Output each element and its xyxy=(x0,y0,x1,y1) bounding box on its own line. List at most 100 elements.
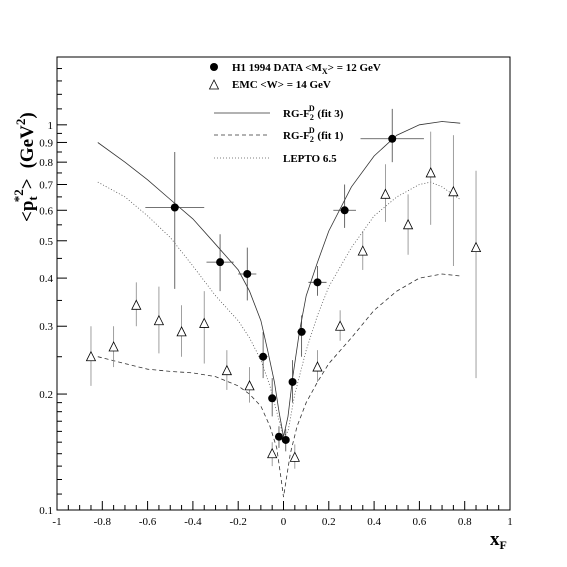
legend-text-part: > = 12 GeV xyxy=(328,62,381,74)
curve-dotted xyxy=(97,181,461,438)
x-axis-title-main: x xyxy=(490,529,500,550)
emc-point xyxy=(334,320,346,331)
emc-point xyxy=(357,245,368,256)
h1-point xyxy=(388,134,397,143)
y-tick-label: 0.2 xyxy=(39,389,53,401)
y-axis-title: <pt*2> (GeV2) xyxy=(11,112,40,222)
emc-point xyxy=(402,218,414,230)
legend-label-emc: EMC <W> = 14 GeV xyxy=(232,79,331,91)
emc-point xyxy=(448,185,459,197)
y-tick-label: 0.9 xyxy=(39,137,53,149)
h1-point xyxy=(313,278,322,287)
x-tick-text: -0.4 xyxy=(184,516,202,528)
legend-text-sub: 2 xyxy=(310,135,314,144)
y-axis-title-part: (GeV xyxy=(17,125,38,169)
y-tick-text: 0.7 xyxy=(39,179,53,191)
x-tick-label: 0.2 xyxy=(322,516,336,528)
legend-text-part: EMC <W> = 14 GeV xyxy=(232,79,331,91)
legend-label-lepto: LEPTO 6.5 xyxy=(283,153,337,165)
y-tick-label: 1 xyxy=(48,120,54,132)
x-tick-label: 0 xyxy=(281,516,287,528)
h1-point xyxy=(274,432,283,441)
legend-marker-emc xyxy=(208,79,220,90)
y-tick-label: 0.6 xyxy=(39,205,53,217)
x-axis-title: xF xyxy=(490,529,507,552)
x-tick-label: -0.4 xyxy=(184,516,202,528)
y-tick-label: 0.5 xyxy=(39,236,53,248)
emc-series xyxy=(85,131,482,469)
h1-point xyxy=(243,269,252,278)
curve-solid xyxy=(97,121,461,437)
x-tick-label: -0.6 xyxy=(139,516,157,528)
legend: H1 1994 DATA <MX> = 12 GeV EMC <W> = 14 G… xyxy=(208,62,381,165)
x-tick-label: 0.4 xyxy=(367,516,381,528)
emc-point xyxy=(380,188,391,199)
x-tick-label: 0.8 xyxy=(458,516,472,528)
h1-point xyxy=(288,377,297,386)
emc-point xyxy=(131,299,142,310)
y-tick-text: 0.4 xyxy=(39,273,53,285)
y-tick-label: 0.1 xyxy=(39,505,53,517)
x-tick-text: 0 xyxy=(281,516,287,528)
y-axis-title-part: ) xyxy=(17,112,38,118)
emc-point xyxy=(221,364,233,376)
legend-text-sub: X xyxy=(322,67,328,76)
emc-point xyxy=(267,447,278,459)
curve-dashed xyxy=(97,273,461,498)
axis-titles: xF<pt*2>(GeV2) xyxy=(11,112,507,552)
legend-label-h1: H1 1994 DATA <MX> = 12 GeV xyxy=(232,62,381,76)
y-tick-text: 0.3 xyxy=(39,321,53,333)
y-axis-title-sup: 2 xyxy=(13,119,28,126)
y-tick-text: 0.5 xyxy=(39,236,53,248)
x-tick-text: -1 xyxy=(52,516,61,528)
h1-point xyxy=(216,258,225,267)
x-tick-label: 1 xyxy=(507,516,513,528)
emc-point xyxy=(199,317,210,328)
legend-label-fit3: RG-F2D (fit 3) xyxy=(283,104,344,122)
emc-point xyxy=(85,350,97,362)
emc-point xyxy=(470,241,482,253)
y-tick-label: 0.7 xyxy=(39,179,53,191)
legend-text-sub: 2 xyxy=(310,113,314,122)
legend-text-part: LEPTO 6.5 xyxy=(283,153,337,165)
y-tick-text: 0.9 xyxy=(39,137,53,149)
y-axis-title-part: > xyxy=(17,178,38,189)
emc-point xyxy=(289,451,300,462)
y-axis-title-part: <p xyxy=(17,201,38,222)
y-tick-text: 0.1 xyxy=(39,505,53,517)
emc-point xyxy=(153,314,165,326)
y-tick-text: 0.2 xyxy=(39,389,53,401)
h1-point xyxy=(281,435,290,444)
y-tick-label: 0.4 xyxy=(39,273,53,285)
x-tick-text: 0.2 xyxy=(322,516,336,528)
emc-point xyxy=(425,167,436,178)
x-tick-text: 1 xyxy=(507,516,513,528)
legend-marker-h1 xyxy=(210,63,218,71)
y-tick-text: 1 xyxy=(48,120,54,132)
x-tick-text: -0.6 xyxy=(139,516,157,528)
legend-text-part: (fit 1) xyxy=(315,130,344,142)
legend-text-part: RG-F xyxy=(283,108,310,120)
x-tick-text: -0.2 xyxy=(229,516,246,528)
x-tick-text: 0.4 xyxy=(367,516,381,528)
x-tick-text: -0.8 xyxy=(94,516,112,528)
x-tick-label: -0.2 xyxy=(229,516,246,528)
y-tick-label: 0.8 xyxy=(39,157,53,169)
x-tick-label: -1 xyxy=(52,516,61,528)
x-tick-label: 0.6 xyxy=(413,516,427,528)
x-tick-label: -0.8 xyxy=(94,516,112,528)
h1-point xyxy=(170,203,179,212)
emc-point xyxy=(244,379,255,391)
h1-point xyxy=(340,206,349,215)
x-axis-title-sub: F xyxy=(500,538,507,552)
axis-ticks: -1 -0.8 -0.6 -0.4 -0.2 0 0.2 0.4 0.6 0.8 1 0.1 0.2 0.… xyxy=(39,68,513,528)
emc-point xyxy=(176,326,187,337)
x-tick-text: 0.6 xyxy=(413,516,427,528)
legend-text-sup: D xyxy=(309,104,315,113)
legend-text-sup: D xyxy=(309,126,315,135)
legend-text-part: H1 1994 DATA <M xyxy=(232,62,323,74)
legend-label-fit1: RG-F2D (fit 1) xyxy=(283,126,344,144)
y-tick-text: 0.6 xyxy=(39,205,53,217)
h1-point xyxy=(268,394,277,403)
